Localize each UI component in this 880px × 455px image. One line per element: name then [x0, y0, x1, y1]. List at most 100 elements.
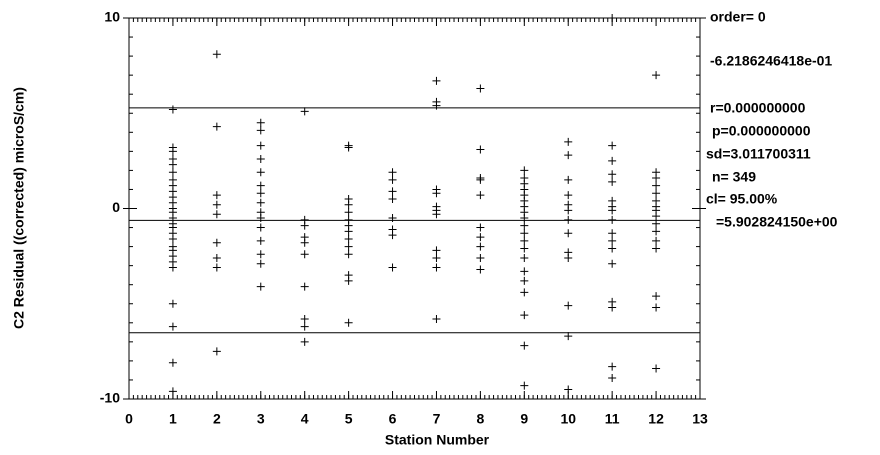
point: [168, 387, 177, 396]
point: [476, 223, 485, 232]
point: [344, 250, 353, 259]
point: [564, 137, 573, 146]
point: [520, 221, 529, 230]
point: [564, 301, 573, 310]
point: [168, 234, 177, 243]
point: [564, 206, 573, 215]
point: [520, 229, 529, 238]
point: [432, 263, 441, 272]
annotation: order= 0: [710, 9, 766, 25]
point: [564, 191, 573, 200]
point: [388, 263, 397, 272]
point: [256, 236, 265, 245]
point: [432, 246, 441, 255]
x-tick-label: 12: [648, 411, 664, 427]
point: [476, 84, 485, 93]
point: [652, 227, 661, 236]
point: [432, 101, 441, 110]
point: [520, 254, 529, 263]
point: [432, 210, 441, 219]
point: [256, 282, 265, 291]
point: [388, 187, 397, 196]
point: [168, 299, 177, 308]
point: [256, 126, 265, 135]
point: [432, 254, 441, 263]
point: [652, 292, 661, 301]
point: [608, 229, 617, 238]
point: [300, 282, 309, 291]
annotation: cl= 95.00%: [706, 191, 778, 207]
point: [652, 219, 661, 228]
point: [344, 200, 353, 209]
x-tick-label: 5: [345, 411, 353, 427]
point: [520, 311, 529, 320]
point: [564, 254, 573, 263]
point: [520, 381, 529, 390]
point: [168, 263, 177, 272]
point: [520, 166, 529, 175]
point: [432, 76, 441, 85]
point: [256, 223, 265, 232]
point: [608, 156, 617, 165]
x-tick-label: 4: [301, 411, 309, 427]
point: [476, 265, 485, 274]
annotation: sd=3.011700311: [706, 146, 811, 162]
point: [388, 175, 397, 184]
y-axis-label: C2 Residual ((corrected) microS/cm): [11, 87, 27, 329]
x-tick-label: 0: [125, 411, 133, 427]
point: [608, 141, 617, 150]
point: [432, 314, 441, 323]
x-tick-label: 3: [257, 411, 265, 427]
x-tick-label: 9: [520, 411, 528, 427]
point: [564, 332, 573, 341]
point: [300, 314, 309, 323]
point: [212, 200, 221, 209]
point: [476, 191, 485, 200]
y-tick-label: 0: [112, 199, 120, 215]
point: [212, 50, 221, 59]
point: [652, 212, 661, 221]
point: [652, 71, 661, 80]
point: [300, 322, 309, 331]
point: [168, 358, 177, 367]
point: [564, 229, 573, 238]
point: [256, 181, 265, 190]
annotation: r=0.000000000: [710, 100, 806, 116]
point: [608, 206, 617, 215]
point: [608, 374, 617, 383]
point: [520, 267, 529, 276]
point: [476, 233, 485, 242]
point: [344, 276, 353, 285]
y-tick-label: 10: [104, 9, 120, 25]
point: [476, 242, 485, 251]
point: [256, 168, 265, 177]
point: [256, 154, 265, 163]
point: [564, 151, 573, 160]
point: [388, 194, 397, 203]
point: [256, 141, 265, 150]
x-tick-label: 11: [605, 411, 620, 427]
point: [344, 242, 353, 251]
point: [652, 236, 661, 245]
point: [652, 303, 661, 312]
point: [168, 168, 177, 177]
point: [520, 236, 529, 245]
point: [212, 210, 221, 219]
point: [608, 236, 617, 245]
point: [168, 160, 177, 169]
point: [344, 208, 353, 217]
point: [520, 288, 529, 297]
point: [256, 214, 265, 223]
point: [212, 238, 221, 247]
point: [608, 303, 617, 312]
point: [608, 177, 617, 186]
point: [212, 263, 221, 272]
point: [300, 238, 309, 247]
point: [300, 337, 309, 346]
point: [520, 214, 529, 223]
point: [168, 322, 177, 331]
point: [212, 122, 221, 131]
point: [608, 215, 617, 224]
x-tick-label: 2: [213, 411, 221, 427]
